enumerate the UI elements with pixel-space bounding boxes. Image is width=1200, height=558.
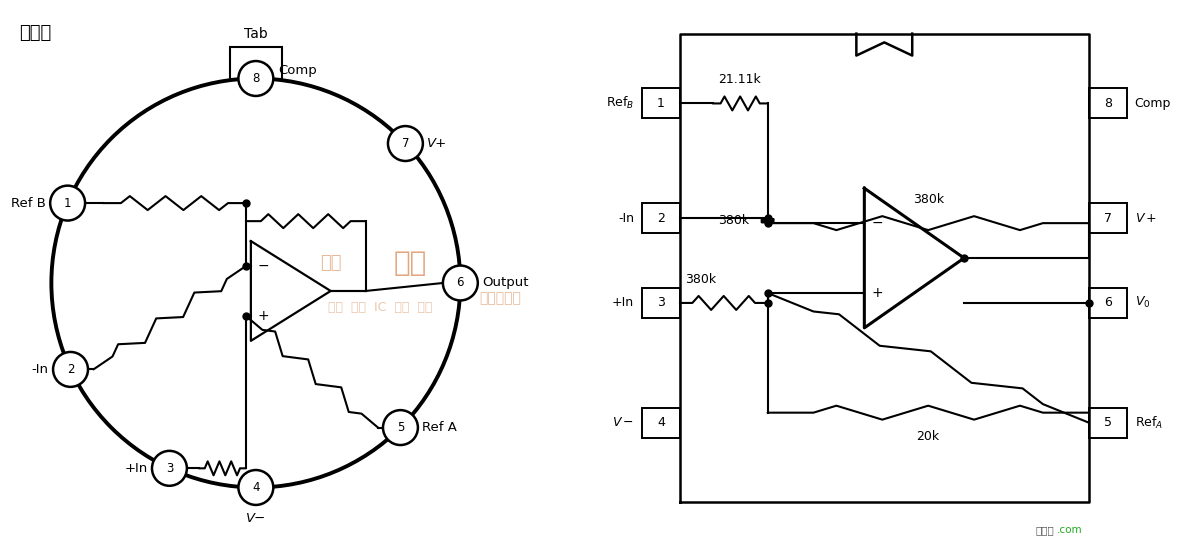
Text: +: +	[871, 286, 883, 300]
Text: Comp: Comp	[1135, 97, 1171, 110]
Text: 8: 8	[1104, 97, 1111, 110]
Text: 顶视图: 顶视图	[19, 23, 52, 42]
Text: 2: 2	[67, 363, 74, 376]
Circle shape	[53, 352, 88, 387]
Text: +: +	[258, 309, 270, 323]
Text: 3: 3	[166, 462, 173, 475]
Text: Ref$_B$: Ref$_B$	[606, 95, 634, 112]
Text: Ref A: Ref A	[422, 421, 457, 434]
FancyBboxPatch shape	[1088, 408, 1127, 437]
Text: +In: +In	[612, 296, 634, 310]
Text: Tab: Tab	[244, 27, 268, 41]
Text: 5: 5	[1104, 416, 1111, 429]
Text: 全球  最大  IC  采购  网站: 全球 最大 IC 采购 网站	[329, 301, 433, 314]
Text: 20k: 20k	[917, 430, 940, 442]
Text: 4: 4	[252, 481, 259, 494]
Text: -In: -In	[618, 211, 634, 225]
Text: 380k: 380k	[913, 193, 943, 206]
FancyBboxPatch shape	[642, 408, 680, 437]
Text: -In: -In	[31, 363, 48, 376]
Text: Ref$_A$: Ref$_A$	[1135, 415, 1163, 431]
FancyBboxPatch shape	[230, 46, 282, 79]
Text: 21.11k: 21.11k	[719, 74, 761, 86]
FancyBboxPatch shape	[642, 288, 680, 318]
Text: +In: +In	[125, 462, 148, 475]
Text: 8: 8	[252, 72, 259, 85]
Text: 2: 2	[656, 211, 665, 225]
Text: 1: 1	[656, 97, 665, 110]
Text: .com: .com	[1057, 526, 1082, 535]
Text: 380k: 380k	[719, 214, 750, 227]
Circle shape	[239, 470, 274, 505]
Text: V−: V−	[246, 512, 266, 526]
Text: Output: Output	[482, 277, 529, 290]
Text: Ref B: Ref B	[11, 196, 46, 210]
Circle shape	[152, 451, 187, 486]
Text: 5: 5	[397, 421, 404, 434]
Text: 6: 6	[1104, 296, 1111, 310]
Text: 3: 3	[656, 296, 665, 310]
Text: 继库: 继库	[394, 249, 427, 277]
Circle shape	[383, 410, 418, 445]
Text: $V-$: $V-$	[612, 416, 634, 429]
Circle shape	[388, 126, 422, 161]
Text: Comp: Comp	[278, 64, 317, 77]
Text: 电子市场网: 电子市场网	[479, 291, 521, 305]
Text: 4: 4	[656, 416, 665, 429]
Circle shape	[443, 266, 478, 300]
FancyBboxPatch shape	[1088, 288, 1127, 318]
Text: −: −	[258, 259, 270, 273]
FancyBboxPatch shape	[1088, 203, 1127, 233]
Text: 7: 7	[402, 137, 409, 150]
Text: −: −	[871, 216, 883, 230]
FancyBboxPatch shape	[642, 89, 680, 118]
Text: $V_0$: $V_0$	[1135, 295, 1151, 310]
Text: 380k: 380k	[685, 273, 716, 286]
Text: 7: 7	[1104, 211, 1111, 225]
FancyBboxPatch shape	[1088, 89, 1127, 118]
Text: V+: V+	[427, 137, 448, 150]
Text: 6: 6	[456, 277, 464, 290]
Text: 接线图: 接线图	[1036, 526, 1054, 535]
Text: 杭州: 杭州	[320, 254, 342, 272]
Text: 1: 1	[64, 196, 71, 210]
Circle shape	[239, 61, 274, 96]
Text: $V+$: $V+$	[1135, 211, 1157, 225]
FancyBboxPatch shape	[642, 203, 680, 233]
Circle shape	[50, 186, 85, 220]
